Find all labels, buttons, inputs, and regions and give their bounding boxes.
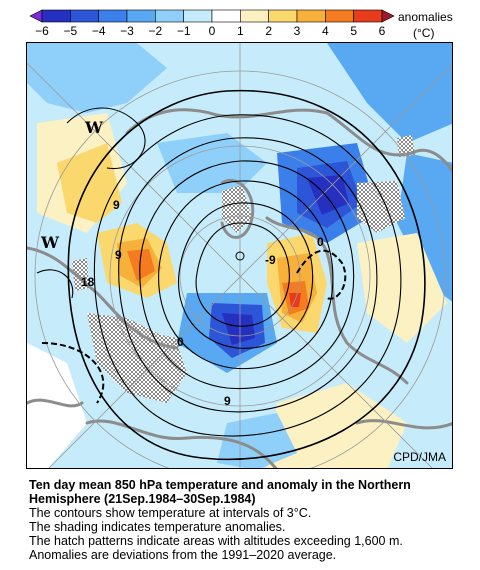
contour-label-9-west: 9 <box>113 198 120 212</box>
north-pole-marker <box>235 251 245 261</box>
colorbar-swatch <box>240 9 269 23</box>
contour-label-9-mid: 9 <box>115 248 122 262</box>
contour-label-9-south: 9 <box>224 394 231 408</box>
colorbar-tick-label: 4 <box>321 24 329 38</box>
caption-line-anomalies: Anomalies are deviations from the 1991–2… <box>29 548 337 562</box>
warm-center-label-2: W <box>41 233 59 252</box>
colorbar-tick-label: 5 <box>350 24 357 38</box>
anomaly-shading <box>27 43 452 468</box>
figure-caption: Ten day mean 850 hPa temperature and ano… <box>29 478 469 562</box>
colorbar-tick-label: 2 <box>265 24 272 38</box>
warm-center-label-1: W <box>85 118 103 137</box>
colorbar-swatch <box>41 9 71 23</box>
colorbar-arrow-low <box>29 9 43 23</box>
colorbar-tick-labels: −6 −5 −4 −3 −2 −1 0 1 2 3 4 5 6 <box>0 24 480 40</box>
colorbar-tick-label: 3 <box>293 24 301 38</box>
colorbar-swatch <box>296 9 326 23</box>
colorbar-boxes <box>29 9 395 23</box>
colorbar-tick-label: 6 <box>378 24 386 38</box>
temperature-contours <box>36 89 426 461</box>
anomaly-colorbar <box>29 9 395 23</box>
colorbar-tick-label: −6 <box>35 24 49 38</box>
colorbar-tick-label: −1 <box>176 24 191 38</box>
colorbar-swatch <box>325 9 354 23</box>
colorbar-swatch <box>183 9 213 23</box>
colorbar-title: anomalies <box>398 10 453 24</box>
contour-label-minus-9: -9 <box>265 253 276 267</box>
graticule <box>27 43 452 468</box>
colorbar-swatch <box>126 9 156 23</box>
colorbar-swatch <box>98 9 128 23</box>
caption-line-shading: The shading indicates temperature anomal… <box>29 520 286 534</box>
colorbar-swatch <box>353 9 383 23</box>
map-canvas <box>27 43 452 468</box>
caption-line-contours: The contours show temperature at interva… <box>29 506 312 520</box>
colorbar-tick-label: −3 <box>120 24 134 38</box>
colorbar-swatch <box>211 9 241 23</box>
contour-label-0-south: 0 <box>177 335 184 349</box>
colorbar-tick-label: −2 <box>148 24 163 38</box>
colorbar-tick-label: −5 <box>63 24 78 38</box>
caption-title: Ten day mean 850 hPa temperature and ano… <box>29 478 411 506</box>
caption-line-hatch: The hatch patterns indicate areas with a… <box>29 534 403 548</box>
colorbar-tick-label: 0 <box>208 24 216 38</box>
contour-label-0-east: 0 <box>317 235 324 249</box>
colorbar-arrow-high <box>381 9 395 23</box>
colorbar-swatch <box>268 9 298 23</box>
zero-contours <box>41 249 347 404</box>
polar-stereographic-map: 9 9 18 0 -9 9 0 W W CPD/JMA <box>26 42 453 469</box>
contour-label-18: 18 <box>81 275 95 289</box>
colorbar-tick-label: −4 <box>91 24 106 38</box>
colorbar-unit: (°C) <box>413 26 435 40</box>
colorbar-tick-label: 1 <box>236 24 244 38</box>
credit-label: CPD/JMA <box>393 450 446 464</box>
colorbar-swatch <box>155 9 184 23</box>
colorbar-swatch <box>70 9 99 23</box>
